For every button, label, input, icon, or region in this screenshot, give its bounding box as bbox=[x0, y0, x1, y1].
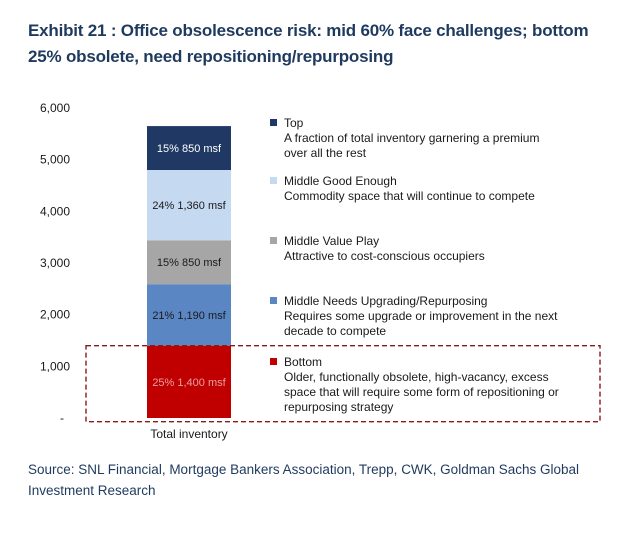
legend-description: over all the rest bbox=[284, 146, 367, 160]
legend-swatch bbox=[270, 358, 277, 365]
legend-name: Bottom bbox=[284, 355, 322, 369]
legend-description: A fraction of total inventory garnering … bbox=[284, 131, 539, 145]
legend-description: decade to compete bbox=[284, 324, 386, 338]
legend-description: repurposing strategy bbox=[284, 400, 393, 414]
bar-segment bbox=[147, 126, 231, 170]
legend-swatch bbox=[270, 177, 277, 184]
bar-data-label: 24% 1,360 msf bbox=[152, 200, 226, 212]
bar-data-label: 15% 850 msf bbox=[157, 143, 222, 155]
bar-data-label: 25% 1,400 msf bbox=[152, 377, 226, 389]
y-tick-label: 1,000 bbox=[40, 359, 70, 373]
legend-description: Commodity space that will continue to co… bbox=[284, 189, 535, 203]
legend-description: Attractive to cost-conscious occupiers bbox=[284, 249, 485, 263]
legend-swatch bbox=[270, 237, 277, 244]
bar-data-label: 15% 850 msf bbox=[157, 257, 222, 269]
y-tick-label: 3,000 bbox=[40, 256, 70, 270]
legend-name: Middle Value Play bbox=[284, 234, 379, 248]
legend-name: Middle Good Enough bbox=[284, 174, 397, 188]
bar-segment bbox=[147, 345, 231, 418]
legend-name: Top bbox=[284, 116, 304, 130]
source-note: Source: SNL Financial, Mortgage Bankers … bbox=[28, 462, 580, 498]
chart-title: Exhibit 21 : Office obsolescence risk: m… bbox=[28, 21, 589, 66]
y-axis: - 1,000 2,000 3,000 4,000 5,000 6,000 bbox=[40, 101, 70, 425]
stacked-bar-chart: - 1,000 2,000 3,000 4,000 5,000 6,000 25% 1,40… bbox=[40, 101, 601, 441]
legend-swatch bbox=[270, 119, 277, 126]
legend-swatch bbox=[270, 297, 277, 304]
y-tick-label: 6,000 bbox=[40, 101, 70, 115]
bar-data-label: 21% 1,190 msf bbox=[152, 310, 226, 322]
legend-name: Middle Needs Upgrading/Repurposing bbox=[284, 294, 487, 308]
bar-segment bbox=[147, 240, 231, 285]
y-tick-label: 5,000 bbox=[40, 153, 70, 167]
y-tick-label: 4,000 bbox=[40, 204, 70, 218]
legend-description: Requires some upgrade or improvement in … bbox=[284, 309, 558, 323]
y-tick-label: 2,000 bbox=[40, 308, 70, 322]
legend-description: space that will require some form of rep… bbox=[284, 385, 559, 399]
bar-stack: 25% 1,400 msf 21% 1,190 msf 15% 850 msf 24%… bbox=[147, 126, 231, 418]
highlight-box bbox=[85, 344, 601, 423]
x-axis-category-label: Total inventory bbox=[150, 427, 227, 441]
y-tick-label: - bbox=[60, 411, 64, 425]
bar-segment bbox=[147, 284, 231, 346]
legend-description: Older, functionally obsolete, high-vacan… bbox=[284, 370, 549, 384]
bar-segment bbox=[147, 170, 231, 241]
